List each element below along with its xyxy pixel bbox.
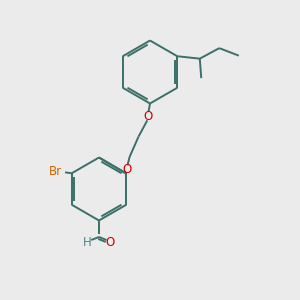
Text: Br: Br bbox=[49, 165, 62, 178]
Text: O: O bbox=[122, 163, 131, 176]
Text: H: H bbox=[83, 236, 92, 249]
Text: O: O bbox=[143, 110, 152, 123]
Text: O: O bbox=[106, 236, 115, 249]
